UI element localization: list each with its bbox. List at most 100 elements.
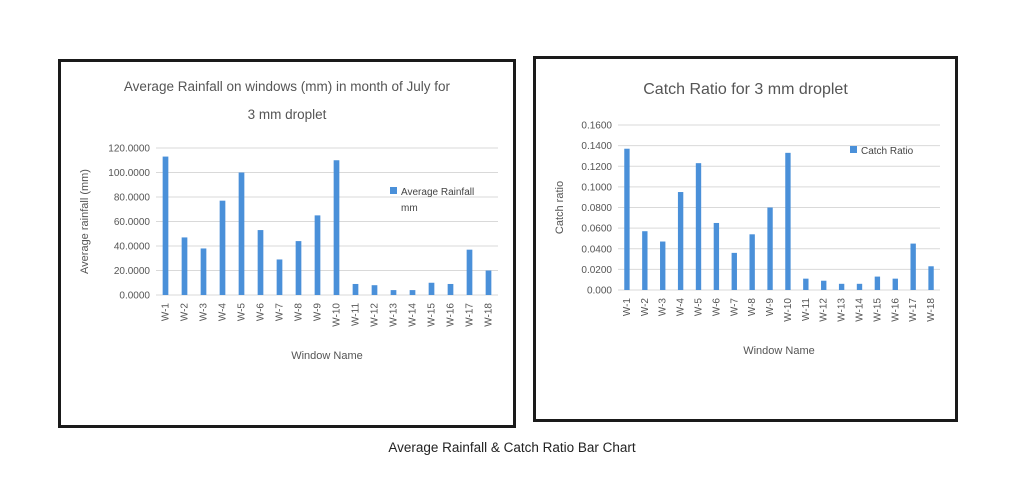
y-tick-label: 0.0200 — [581, 265, 612, 276]
bar-w-5 — [695, 163, 702, 290]
bar-w-4 — [219, 200, 226, 295]
bar-w-3 — [200, 248, 207, 295]
rainfall-bar-chart: Average Rainfall on windows (mm) in mont… — [79, 79, 498, 362]
chart-title-line: Catch Ratio for 3 mm droplet — [643, 81, 848, 98]
y-tick-label: 60.0000 — [114, 217, 151, 228]
x-category-label: W-17 — [465, 303, 476, 327]
bar-w-1 — [162, 156, 169, 295]
catch-ratio-chart-panel: Catch Ratio for 3 mm droplet 0.000 0.0200 0… — [533, 56, 958, 422]
legend-label: mm — [401, 203, 418, 214]
x-axis-title: Window Name — [291, 350, 363, 362]
bar-w-11 — [803, 278, 809, 290]
bar-w-12 — [371, 285, 378, 295]
y-tick-label: 0.0000 — [119, 291, 150, 302]
x-category-label: W-15 — [872, 298, 883, 322]
x-category-label: W-2 — [180, 303, 191, 322]
x-axis-title: Window Name — [743, 345, 815, 357]
y-tick-label: 80.0000 — [114, 193, 151, 204]
bar-w-15 — [428, 282, 435, 295]
x-category-label: W-13 — [389, 303, 400, 327]
x-category-label: W-18 — [926, 298, 937, 322]
bar-w-15 — [874, 276, 881, 290]
chart-title-line: 3 mm droplet — [248, 107, 327, 122]
bar-w-10 — [785, 152, 791, 290]
y-tick-label: 0.000 — [587, 286, 612, 297]
x-category-label: W-16 — [446, 303, 457, 327]
legend-label: Catch Ratio — [861, 146, 914, 157]
bar-w-6 — [713, 222, 720, 290]
x-category-label: W-12 — [370, 303, 381, 327]
bar-w-7 — [731, 252, 737, 290]
bar-w-17 — [466, 249, 473, 295]
catch-ratio-bar-chart: Catch Ratio for 3 mm droplet 0.000 0.0200 0… — [554, 81, 940, 357]
x-category-label: W-9 — [765, 298, 776, 317]
bar-w-11 — [352, 283, 359, 295]
rainfall-chart-panel: Average Rainfall on windows (mm) in mont… — [58, 59, 516, 428]
chart-title-line: Average Rainfall on windows (mm) in mont… — [124, 79, 451, 94]
y-tick-label: 0.0600 — [581, 224, 612, 235]
y-tick-label: 0.1000 — [581, 182, 612, 193]
x-category-label: W-6 — [256, 303, 267, 322]
bar-w-2 — [642, 231, 648, 290]
y-axis-title: Average rainfall (mm) — [79, 169, 91, 274]
y-tick-label: 0.0400 — [581, 244, 612, 255]
x-category-label: W-6 — [711, 298, 722, 317]
y-tick-label: 100.0000 — [108, 168, 150, 179]
bar-w-5 — [238, 172, 245, 295]
bar-w-9 — [767, 207, 773, 290]
x-category-label: W-10 — [783, 298, 794, 322]
legend-swatch — [390, 187, 397, 194]
bar-w-14 — [409, 290, 416, 295]
y-tick-label: 120.0000 — [108, 144, 150, 155]
bar-w-13 — [838, 283, 845, 290]
x-category-label: W-16 — [890, 298, 901, 322]
x-category-label: W-15 — [427, 303, 438, 327]
bar-w-3 — [660, 241, 666, 290]
x-category-label: W-3 — [658, 298, 669, 317]
legend-label: Average Rainfall — [401, 187, 474, 198]
y-tick-label: 0.1600 — [581, 121, 612, 132]
bar-w-18 — [928, 266, 934, 290]
y-tick-label: 40.0000 — [114, 242, 151, 253]
x-category-label: W-4 — [676, 298, 687, 317]
bar-w-6 — [257, 230, 264, 295]
x-category-label: W-14 — [408, 303, 419, 327]
x-category-label: W-5 — [237, 303, 248, 322]
bar-w-16 — [447, 283, 454, 295]
x-category-label: W-1 — [622, 298, 633, 317]
x-category-label: W-8 — [747, 298, 758, 317]
bar-w-9 — [314, 215, 321, 295]
bar-w-1 — [624, 148, 630, 290]
x-category-label: W-11 — [801, 298, 812, 321]
bar-w-17 — [910, 243, 916, 290]
x-category-label: W-17 — [908, 298, 919, 322]
bar-w-18 — [485, 270, 492, 295]
bar-w-2 — [181, 237, 188, 295]
y-axis-title: Catch ratio — [554, 181, 566, 234]
x-category-label: W-13 — [837, 298, 848, 322]
bar-w-13 — [390, 290, 397, 295]
x-category-label: W-10 — [332, 303, 343, 327]
x-category-label: W-2 — [640, 298, 651, 317]
bar-w-8 — [749, 234, 755, 290]
bar-w-14 — [856, 283, 863, 290]
x-category-label: W-7 — [275, 303, 286, 322]
x-category-label: W-14 — [855, 298, 866, 322]
figure-caption: Average Rainfall & Catch Ratio Bar Chart — [388, 440, 636, 455]
x-category-label: W-4 — [218, 303, 229, 322]
bar-w-4 — [677, 192, 684, 290]
x-category-label: W-3 — [199, 303, 210, 322]
bar-w-12 — [821, 280, 827, 290]
x-category-label: W-12 — [819, 298, 830, 322]
bar-w-16 — [892, 278, 898, 290]
x-category-label: W-1 — [161, 303, 172, 322]
x-category-label: W-7 — [729, 298, 740, 317]
bar-w-8 — [295, 241, 302, 295]
x-category-label: W-9 — [313, 303, 324, 322]
x-category-label: W-18 — [484, 303, 495, 327]
y-tick-label: 0.0800 — [581, 203, 612, 214]
x-category-label: W-5 — [694, 298, 705, 317]
bar-w-7 — [276, 259, 283, 295]
x-category-label: W-8 — [294, 303, 305, 322]
legend-swatch — [850, 146, 857, 153]
